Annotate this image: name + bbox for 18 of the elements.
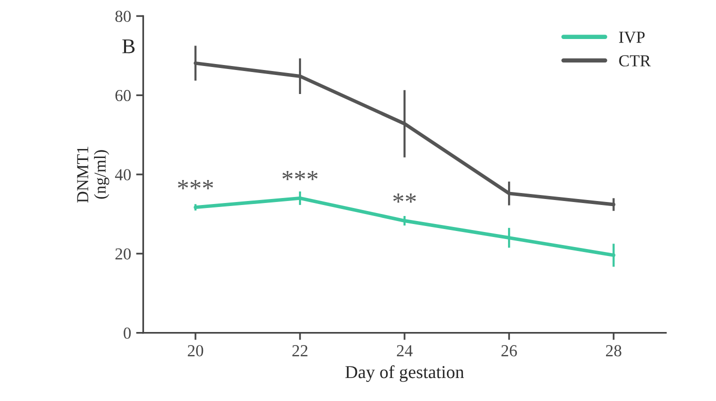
annotation: ** bbox=[393, 194, 416, 203]
y-tick-label: 0 bbox=[124, 328, 131, 339]
y-tick-label: 20 bbox=[115, 248, 131, 260]
text: B bbox=[122, 39, 135, 54]
x-tick-label: 26 bbox=[501, 345, 517, 356]
y-tick-label: 80 bbox=[115, 10, 131, 22]
y-axis-title: DNMT1 (ng/ml) bbox=[77, 146, 110, 203]
y-tick-label: 40 bbox=[115, 169, 131, 180]
x-tick-label: 22 bbox=[292, 345, 308, 356]
x-tick-label: 24 bbox=[396, 345, 413, 356]
annotation: *** bbox=[282, 170, 318, 180]
x-tick-label: 28 bbox=[606, 345, 622, 356]
x-axis-title: Day of gestation bbox=[345, 365, 464, 382]
y-tick-label: 60 bbox=[115, 90, 131, 102]
x-tick-label: 20 bbox=[188, 345, 204, 356]
annotation: *** bbox=[178, 180, 214, 190]
legend-label: IVP bbox=[619, 32, 645, 43]
legend-label: CTR bbox=[619, 55, 651, 66]
